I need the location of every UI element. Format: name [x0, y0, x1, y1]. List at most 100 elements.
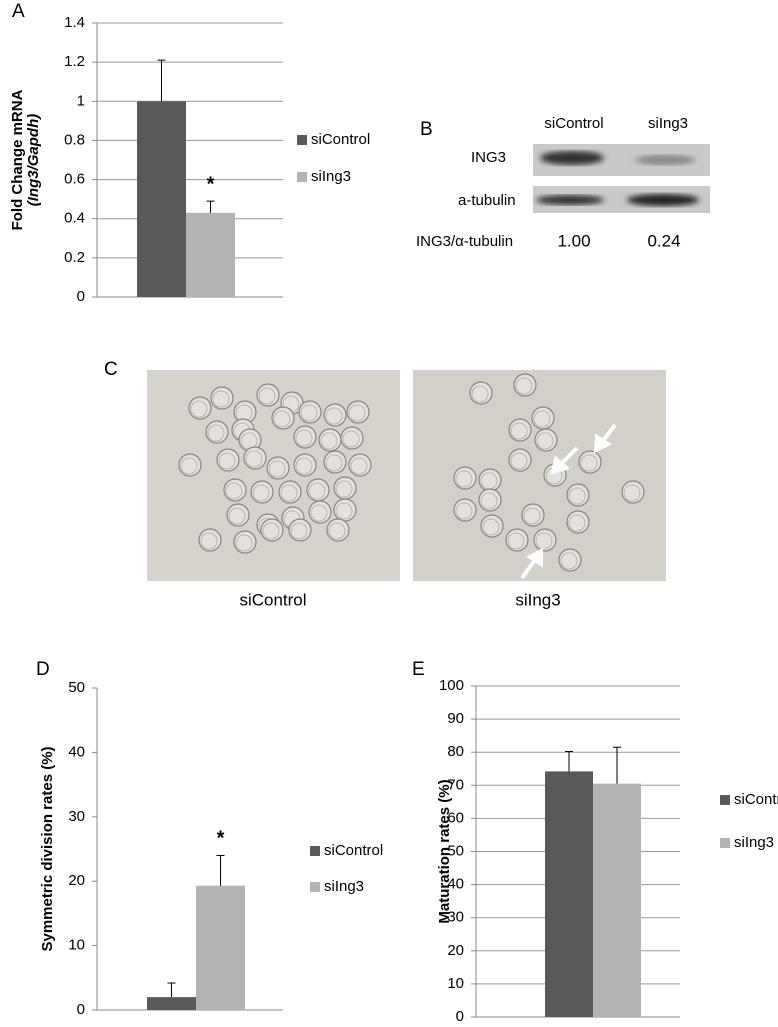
- oocyte-inner: [328, 522, 346, 540]
- oocyte: [480, 514, 504, 538]
- oocyte: [333, 498, 357, 522]
- error-bar: [565, 751, 573, 772]
- oocyte: [505, 528, 529, 552]
- oocyte-inner: [455, 470, 473, 488]
- micrograph-caption: siControl: [239, 590, 306, 609]
- bar: [147, 997, 196, 1010]
- oocyte: [278, 480, 302, 504]
- oocyte-inner: [273, 410, 291, 428]
- bar: [186, 212, 235, 297]
- legend-label: siIng3: [324, 878, 364, 895]
- legend-label: siIng3: [734, 834, 774, 851]
- oocyte: [531, 406, 555, 430]
- oocyte-inner: [190, 400, 208, 418]
- y-axis-label: Maturation rates (%): [436, 779, 453, 923]
- oocyte-inner: [623, 484, 641, 502]
- blot-band: [627, 194, 699, 206]
- oocyte-inner: [510, 452, 528, 470]
- y-tick-label: 1.4: [64, 14, 85, 31]
- y-tick-label: 1.2: [64, 53, 85, 70]
- oocyte: [566, 483, 590, 507]
- oocyte: [198, 528, 222, 552]
- oocyte: [326, 518, 350, 542]
- oocyte-inner: [200, 532, 218, 550]
- oocyte: [243, 446, 267, 470]
- oocyte: [293, 453, 317, 477]
- oocyte: [205, 420, 229, 444]
- blot-column: siControl: [544, 115, 603, 132]
- oocyte-inner: [536, 432, 554, 450]
- y-tick-label: 0.2: [64, 249, 85, 266]
- oocyte: [478, 488, 502, 512]
- oocyte-inner: [212, 390, 230, 408]
- y-tick-label: 90: [447, 710, 464, 727]
- oocyte-inner: [568, 487, 586, 505]
- y-tick-label: 30: [68, 808, 85, 825]
- error-bar: [157, 59, 166, 102]
- oocyte-inner: [207, 424, 225, 442]
- y-tick-label: 20: [68, 872, 85, 889]
- oocyte: [478, 468, 502, 492]
- legend-swatch: [310, 882, 320, 892]
- oocyte-inner: [535, 532, 553, 550]
- y-tick-label: 100: [439, 677, 464, 694]
- oocyte: [513, 373, 537, 397]
- oocyte: [223, 478, 247, 502]
- panel-label: E: [412, 659, 425, 680]
- oocyte: [233, 530, 257, 554]
- oocyte-inner: [533, 410, 551, 428]
- oocyte: [566, 510, 590, 534]
- y-tick-label: 0.8: [64, 131, 85, 148]
- oocyte: [188, 396, 212, 420]
- oocyte: [621, 480, 645, 504]
- oocyte-inner: [335, 502, 353, 520]
- blot-row: a-tubulin: [458, 192, 516, 209]
- panel-label: C: [104, 359, 118, 380]
- oocyte: [210, 386, 234, 410]
- oocyte-inner: [258, 387, 276, 405]
- blot-band: [635, 155, 695, 165]
- oocyte: [308, 500, 332, 524]
- y-tick-label: 60: [447, 809, 464, 826]
- y-axis-label: (Ing3/Gapdh): [25, 114, 42, 207]
- oocyte: [521, 503, 545, 527]
- bar: [545, 771, 593, 1017]
- oocyte-inner: [295, 429, 313, 447]
- oocyte-inner: [523, 507, 541, 525]
- oocyte: [453, 498, 477, 522]
- oocyte: [250, 480, 274, 504]
- oocyte-inner: [480, 492, 498, 510]
- oocyte-inner: [471, 385, 489, 403]
- y-tick-label: 0: [77, 1001, 85, 1018]
- oocyte-inner: [320, 432, 338, 450]
- y-tick-label: 10: [447, 975, 464, 992]
- oocyte: [534, 428, 558, 452]
- oocyte: [298, 400, 322, 424]
- bar: [593, 783, 641, 1017]
- oocyte-inner: [268, 460, 286, 478]
- legend-label: siControl: [311, 131, 370, 148]
- legend-swatch: [310, 846, 320, 856]
- oocyte: [558, 548, 582, 572]
- oocyte: [260, 518, 284, 542]
- oocyte: [266, 456, 290, 480]
- panel-label: B: [420, 119, 433, 140]
- legend-label: siIng3: [311, 168, 351, 185]
- y-tick-label: 20: [447, 942, 464, 959]
- oocyte-inner: [560, 552, 578, 570]
- oocyte-inner: [295, 457, 313, 475]
- error-bar: [167, 982, 176, 998]
- oocyte: [306, 478, 330, 502]
- y-tick-label: 1: [77, 92, 85, 109]
- oocyte-inner: [335, 480, 353, 498]
- oocyte-inner: [342, 430, 360, 448]
- oocyte-inner: [245, 450, 263, 468]
- oocyte-inner: [515, 377, 533, 395]
- significance: *: [217, 828, 225, 850]
- oocyte: [178, 453, 202, 477]
- error-bar: [216, 854, 225, 886]
- y-tick-label: 70: [447, 776, 464, 793]
- oocyte: [533, 528, 557, 552]
- y-axis-label: Fold Change mRNA: [9, 89, 26, 230]
- oocyte-inner: [262, 522, 280, 540]
